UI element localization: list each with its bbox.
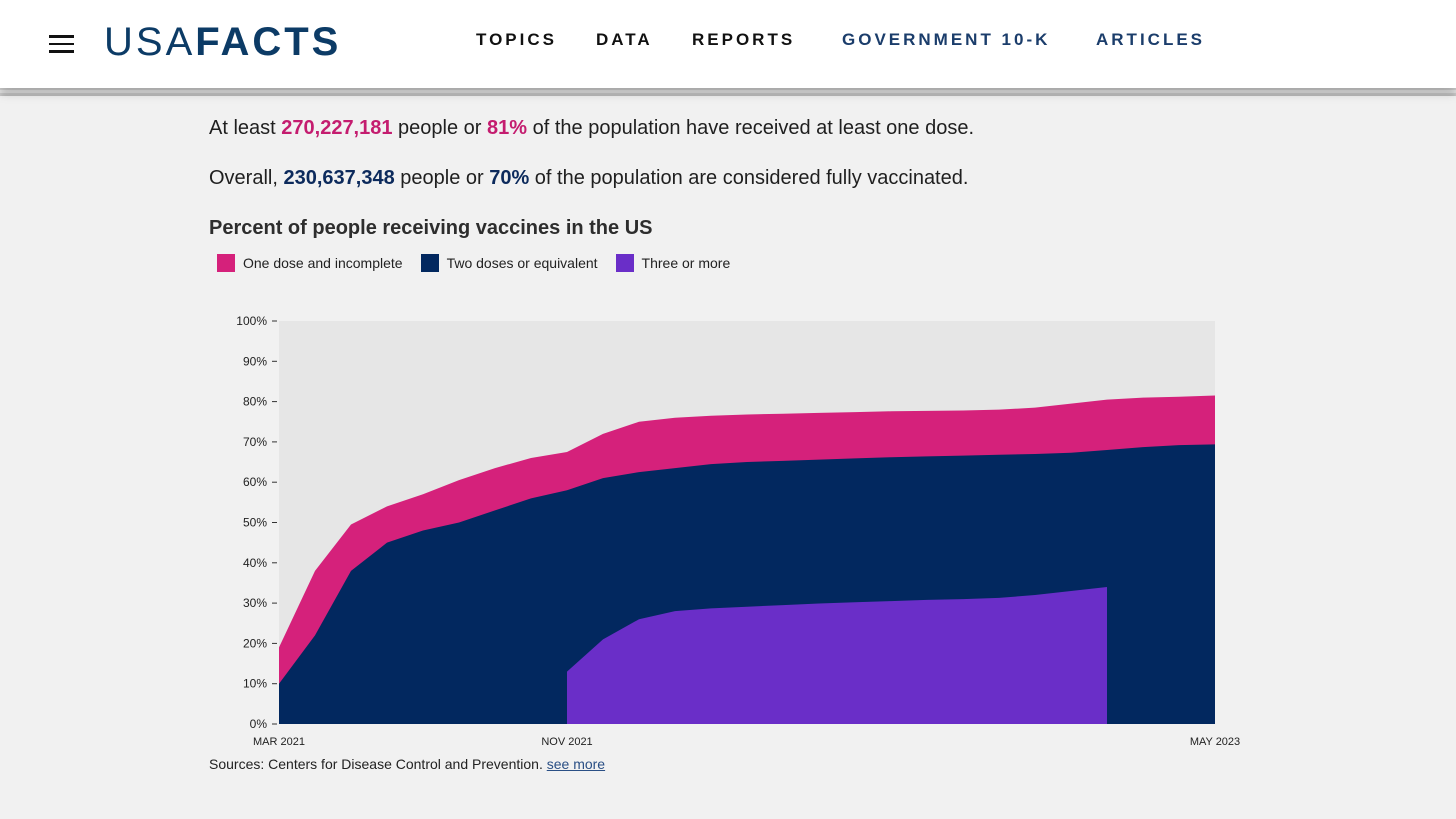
stat1-count: 270,227,181: [281, 117, 393, 139]
legend-label-one-dose: One dose and incomplete: [243, 255, 403, 271]
legend-item-two-doses[interactable]: Two doses or equivalent: [420, 254, 598, 272]
y-tick-label: 100%: [236, 314, 267, 328]
y-tick-label: 10%: [243, 677, 267, 691]
legend-item-one-dose[interactable]: One dose and incomplete: [217, 254, 403, 272]
site-header: USAFACTS TOPICS DATA REPORTS GOVERNMENT …: [0, 0, 1456, 88]
legend-swatch-three-or-more: [615, 254, 634, 272]
x-tick-label: MAR 2021: [253, 736, 305, 748]
nav-government-10k[interactable]: GOVERNMENT 10-K: [842, 30, 1051, 49]
y-tick-label: 70%: [243, 435, 267, 449]
stat-fully-vaccinated: Overall, 230,637,348 people or 70% of th…: [209, 167, 968, 190]
stat2-mid: people or: [394, 167, 490, 189]
legend-item-three-or-more[interactable]: Three or more: [615, 254, 731, 272]
nav-topics[interactable]: TOPICS: [476, 30, 557, 49]
legend-label-three-or-more: Three or more: [641, 255, 731, 271]
chart-legend: One dose and incomplete Two doses or equ…: [217, 254, 748, 272]
series-area-three-or-more: [567, 586, 1107, 724]
y-tick-label: 20%: [243, 636, 267, 650]
logo-text-usa: USA: [104, 20, 196, 64]
x-tick-label: MAY 2023: [1190, 736, 1240, 748]
hamburger-menu-icon[interactable]: [49, 35, 74, 53]
y-tick-label: 80%: [243, 395, 267, 409]
stat1-post: of the population have received at least…: [527, 117, 975, 139]
y-tick-label: 50%: [243, 516, 267, 530]
stat2-count: 230,637,348: [283, 167, 395, 189]
nav-articles[interactable]: ARTICLES: [1096, 30, 1205, 49]
nav-data[interactable]: DATA: [596, 30, 653, 49]
vaccination-area-chart: 0% 10% 20% 30% 40% 50% 60% 70% 80% 90% 100% MAR 202…: [236, 314, 1240, 748]
stat2-pre: Overall,: [209, 167, 284, 189]
nav-reports[interactable]: REPORTS: [692, 30, 796, 49]
y-tick-label: 0%: [250, 717, 268, 731]
sources-note: Sources: Centers for Disease Control and…: [209, 756, 605, 772]
stat1-percent: 81%: [487, 117, 528, 139]
y-tick-label: 60%: [243, 475, 267, 489]
stat1-mid: people or: [392, 117, 488, 139]
legend-label-two-doses: Two doses or equivalent: [446, 255, 598, 271]
usafacts-logo[interactable]: USAFACTS: [104, 20, 341, 64]
stat1-pre: At least: [209, 117, 282, 139]
y-tick-label: 40%: [243, 556, 267, 570]
stat-at-least-one-dose: At least 270,227,181 people or 81% of th…: [209, 117, 974, 140]
chart-title: Percent of people receiving vaccines in …: [209, 217, 653, 239]
y-tick-label: 90%: [243, 354, 267, 368]
logo-text-facts: FACTS: [195, 20, 342, 64]
sources-text: Sources: Centers for Disease Control and…: [209, 756, 547, 772]
stat2-percent: 70%: [489, 167, 530, 189]
x-tick-label: NOV 2021: [541, 736, 592, 748]
see-more-link[interactable]: see more: [546, 756, 606, 772]
legend-swatch-two-doses: [420, 254, 439, 272]
legend-swatch-one-dose: [217, 254, 235, 272]
stat2-post: of the population are considered fully v…: [529, 167, 969, 189]
y-tick-label: 30%: [243, 596, 267, 610]
